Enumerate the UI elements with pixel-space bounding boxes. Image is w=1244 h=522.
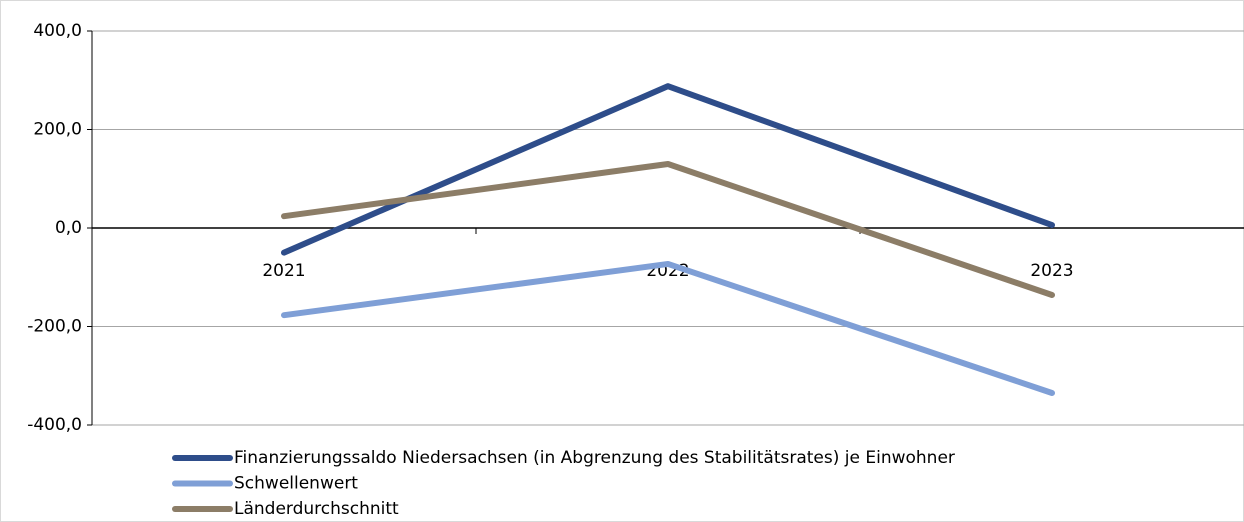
series-line (281, 160, 1055, 298)
x-tick-label: 2021 (262, 261, 305, 281)
legend-label: Länderdurchschnitt (234, 499, 399, 519)
legend-label: Finanzierungssaldo Niedersachsen (in Abg… (234, 448, 955, 468)
y-tick-label: -400,0 (27, 415, 82, 435)
legend-label: Schwellenwert (234, 474, 358, 494)
y-tick-label: 200,0 (33, 120, 82, 140)
y-tick-label: 400,0 (33, 21, 82, 41)
series-line (281, 260, 1055, 396)
y-tick-label: 0,0 (55, 218, 82, 238)
y-tick-label: -200,0 (27, 317, 82, 337)
x-tick-label: 2023 (1030, 261, 1073, 281)
